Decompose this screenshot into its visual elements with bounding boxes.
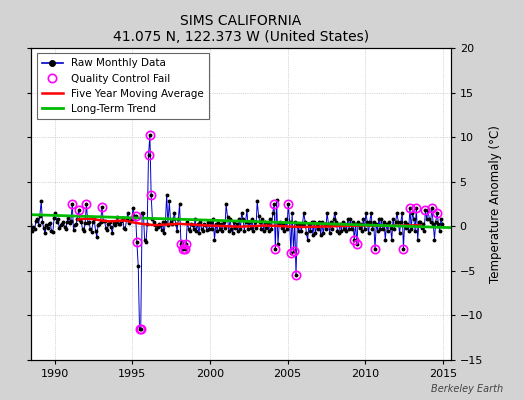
- Title: SIMS CALIFORNIA
41.075 N, 122.373 W (United States): SIMS CALIFORNIA 41.075 N, 122.373 W (Uni…: [113, 14, 369, 44]
- Legend: Raw Monthly Data, Quality Control Fail, Five Year Moving Average, Long-Term Tren: Raw Monthly Data, Quality Control Fail, …: [37, 53, 209, 119]
- Text: Berkeley Earth: Berkeley Earth: [431, 384, 503, 394]
- Y-axis label: Temperature Anomaly (°C): Temperature Anomaly (°C): [488, 125, 501, 283]
